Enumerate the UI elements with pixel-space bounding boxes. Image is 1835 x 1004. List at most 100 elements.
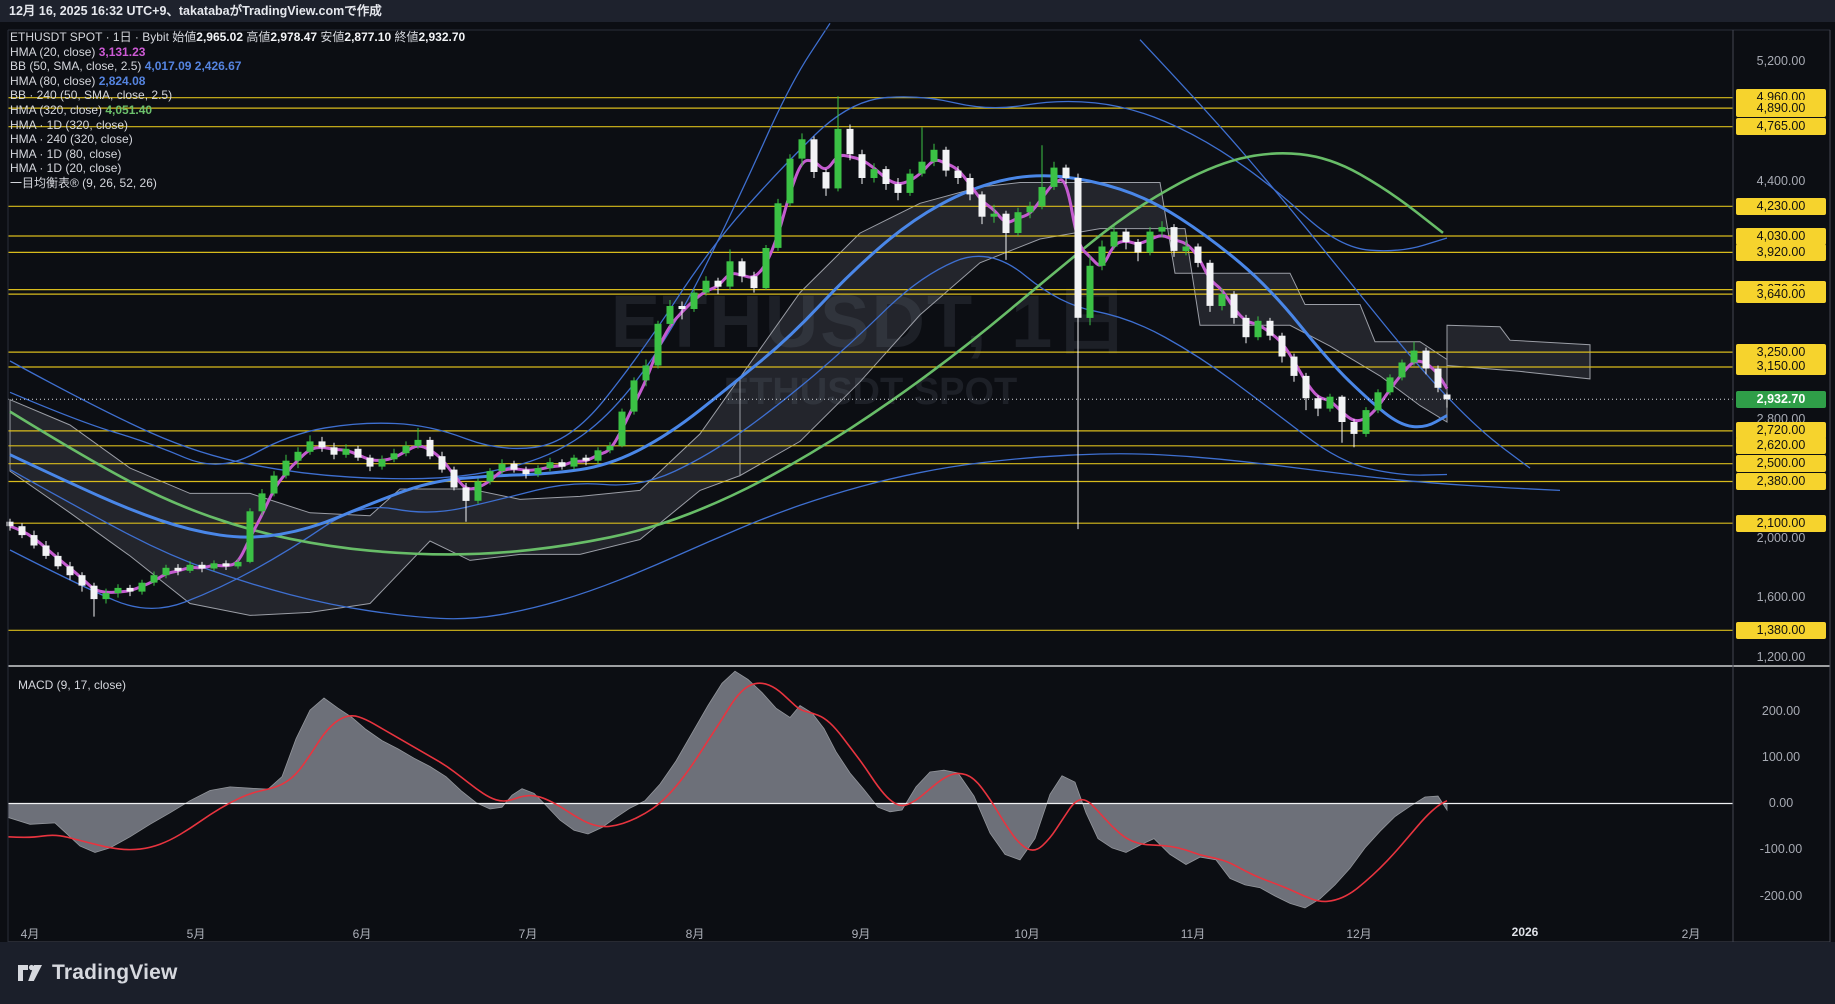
candle-up: [834, 128, 842, 189]
price-level-label[interactable]: 4,230.00: [1736, 198, 1826, 215]
candle-up: [930, 149, 938, 162]
price-level-label[interactable]: 2,620.00: [1736, 437, 1826, 454]
macd-scale-tick[interactable]: 200.00: [1761, 704, 1801, 718]
bb50-band-line[interactable]: [9, 255, 1448, 609]
price-level-label[interactable]: 3,640.00: [1736, 286, 1826, 303]
tradingview-logo[interactable]: TradingView: [16, 960, 178, 986]
legend-text: HMA (80, close): [10, 73, 99, 88]
current-price-label[interactable]: 2,932.70: [1736, 391, 1826, 408]
time-scale-label: 5月: [186, 927, 206, 941]
candle-up: [606, 445, 614, 451]
macd-scale-tick[interactable]: 100.00: [1761, 750, 1801, 764]
indicator-legend-row-ichimoku[interactable]: 一目均衡表® (9, 26, 52, 26): [10, 176, 465, 191]
candle-up: [150, 575, 158, 583]
price-level-label[interactable]: 4,030.00: [1736, 228, 1826, 245]
price-scale-tick[interactable]: 1,200.00: [1756, 650, 1806, 664]
price-level-label[interactable]: 3,920.00: [1736, 244, 1826, 261]
indicator-legend-row-hma-20[interactable]: HMA (20, close) 3,131.23: [10, 45, 465, 60]
candle-down: [54, 555, 62, 567]
legend-text: 4,051.40: [105, 102, 153, 117]
candle-down: [582, 457, 590, 461]
price-level-label[interactable]: 4,890.00: [1736, 100, 1826, 117]
candlesticks[interactable]: [6, 96, 1451, 617]
price-level-label[interactable]: 1,380.00: [1736, 622, 1826, 639]
candle-down: [1314, 398, 1322, 409]
candle-down: [438, 456, 446, 470]
indicator-legend-row-hma-320[interactable]: HMA (320, close) 4,051.40: [10, 103, 465, 118]
candle-down: [846, 128, 854, 155]
date-attribution: 12月 16, 2025 16:32 UTC+9、takatabaがTradin…: [0, 0, 1835, 22]
chart-area[interactable]: ETHUSDT, 1日 ETHUSDT SPOT ETHUSDT SPOT · …: [0, 22, 1835, 942]
legend-text: BB (50, SMA, close, 2.5): [10, 59, 145, 74]
candle-up: [630, 380, 638, 412]
candle-up: [534, 468, 542, 475]
price-level-label[interactable]: 4,765.00: [1736, 118, 1826, 135]
candle-down: [222, 563, 230, 567]
bb240-band-line[interactable]: [1139, 39, 1531, 469]
candle-down: [198, 564, 206, 569]
hma320-line[interactable]: [9, 152, 1444, 556]
candle-up: [642, 365, 650, 381]
candle-up: [270, 475, 278, 494]
bb240-band-line[interactable]: [9, 453, 1561, 620]
candle-up: [1086, 265, 1094, 318]
candle-up: [1362, 410, 1370, 434]
candle-up: [234, 561, 242, 567]
hma80-line[interactable]: [9, 174, 1448, 539]
price-level-label[interactable]: 2,720.00: [1736, 422, 1826, 439]
candle-down: [1170, 227, 1178, 251]
price-level-label[interactable]: 3,150.00: [1736, 358, 1826, 375]
candle-up: [1110, 231, 1118, 247]
candle-up: [798, 139, 806, 159]
indicator-legend-row-hma-1d-80[interactable]: HMA · 1D (80, close): [10, 147, 465, 162]
price-level-label[interactable]: 2,100.00: [1736, 515, 1826, 532]
indicator-legend-row-hma-1d-20[interactable]: HMA · 1D (20, close): [10, 161, 465, 176]
candle-down: [1302, 375, 1310, 399]
price-scale-tick[interactable]: 2,000.00: [1756, 531, 1806, 545]
price-macd-chart[interactable]: [0, 22, 1835, 942]
indicator-legend-row-hma-80[interactable]: HMA (80, close) 2,824.08: [10, 74, 465, 89]
indicator-legend-row-bb-50[interactable]: BB (50, SMA, close, 2.5) 4,017.09 2,426.…: [10, 59, 465, 74]
legend-text: 高値: [243, 30, 271, 44]
indicator-legend-row-hma-240-320[interactable]: HMA · 240 (320, close): [10, 132, 465, 147]
legend-text: HMA (20, close): [10, 44, 99, 59]
candle-up: [162, 567, 170, 576]
candle-up: [402, 445, 410, 454]
indicator-legend-row-main-series[interactable]: ETHUSDT SPOT · 1日 · Bybit 始値2,965.02 高値2…: [10, 30, 465, 45]
macd-scale-tick[interactable]: -200.00: [1759, 889, 1803, 903]
price-level-label[interactable]: 2,500.00: [1736, 455, 1826, 472]
time-scale-label: 10月: [1014, 927, 1040, 941]
bb50-band-line[interactable]: [9, 96, 1448, 465]
candle-down: [450, 469, 458, 488]
indicator-legend-row-hma-1d-320[interactable]: HMA · 1D (320, close): [10, 118, 465, 133]
candle-up: [906, 173, 914, 193]
price-scale-tick[interactable]: 5,200.00: [1756, 54, 1806, 68]
ichimoku-cloud: [739, 182, 1448, 477]
candle-up: [546, 462, 554, 469]
candle-down: [462, 487, 470, 501]
candle-up: [1038, 187, 1046, 207]
candle-down: [42, 545, 50, 556]
candle-up: [666, 306, 674, 324]
price-level-label[interactable]: 2,380.00: [1736, 473, 1826, 490]
macd-scale-tick[interactable]: 0.00: [1768, 796, 1794, 810]
legend-text: 一目均衡表® (9, 26, 52, 26): [10, 175, 157, 190]
candle-up: [210, 563, 218, 569]
legend-text: 始値: [172, 30, 197, 44]
macd-scale-tick[interactable]: -100.00: [1759, 842, 1803, 856]
candle-up: [918, 161, 926, 174]
price-scale-tick[interactable]: 4,400.00: [1756, 174, 1806, 188]
indicator-legend-row-bb-240[interactable]: BB · 240 (50, SMA, close, 2.5): [10, 88, 465, 103]
candle-up: [342, 448, 350, 455]
price-scale-tick[interactable]: 1,600.00: [1756, 590, 1806, 604]
price-level-label[interactable]: 3,250.00: [1736, 344, 1826, 361]
macd-legend[interactable]: MACD (9, 17, close): [18, 678, 127, 692]
candle-up: [102, 593, 110, 600]
candle-up: [390, 453, 398, 460]
bb240-band-line[interactable]: [9, 22, 831, 480]
candle-up: [1146, 231, 1154, 253]
candle-down: [6, 521, 14, 527]
time-scale-label: 7月: [518, 927, 538, 941]
candle-up: [1374, 392, 1382, 411]
candle-up: [1254, 320, 1262, 338]
